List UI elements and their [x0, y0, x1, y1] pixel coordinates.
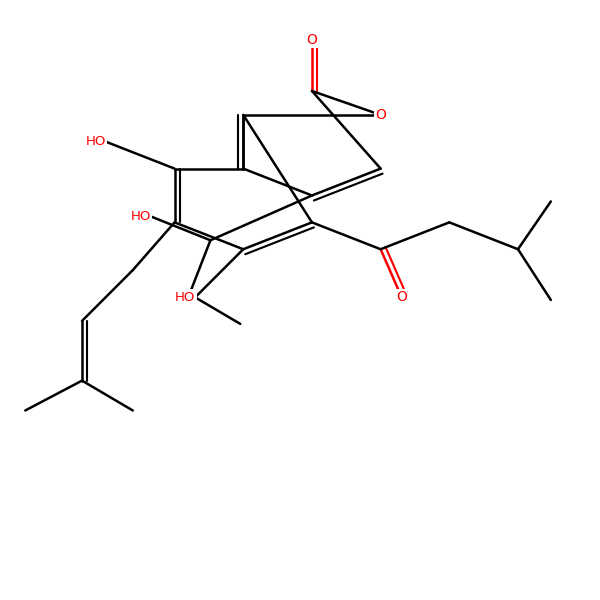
Text: HO: HO: [130, 210, 151, 223]
Text: O: O: [396, 290, 407, 304]
Text: HO: HO: [175, 290, 196, 304]
Text: O: O: [307, 33, 317, 47]
Text: HO: HO: [86, 135, 106, 148]
Text: O: O: [375, 108, 386, 122]
